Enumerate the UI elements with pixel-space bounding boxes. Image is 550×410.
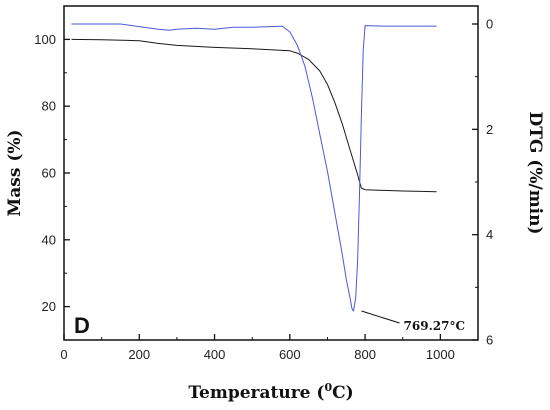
x-axis-title-sup: 0 [324,381,332,394]
y-axis-left: 20 40 60 80 100 [34,5,70,341]
y-axis-right: 0 2 4 6 [472,17,493,348]
x-tick-label: 400 [204,347,226,362]
y-left-tick-label: 20 [42,299,56,314]
y-right-tick-label: 6 [486,333,493,348]
plot-frame [63,5,479,341]
y-right-tick-label: 0 [486,17,493,32]
x-axis: 0 200 400 600 800 1000 [60,334,455,362]
series-group [71,23,437,312]
y-right-tick-label: 2 [486,122,493,137]
y-left-tick-label: 80 [42,99,56,114]
x-tick-label: 0 [60,347,67,362]
x-axis-title-main: Temperature ( [188,383,324,403]
x-tick-label: 800 [354,347,376,362]
x-tick-label: 600 [279,347,301,362]
mass-curve [71,38,437,193]
panel-label: D [74,313,90,338]
x-tick-label: 1000 [426,347,455,362]
dtg-curve [71,23,437,312]
y-right-tick-label: 4 [486,227,493,242]
y-left-tick-label: 60 [42,166,56,181]
x-axis-title-unit: C) [332,383,354,403]
annotation-leader-line [361,310,400,324]
y-axis-left-title: Mass (%) [5,129,25,216]
peak-annotation: 769.27°C [361,310,465,333]
y-left-tick-label: 100 [34,32,56,47]
x-tick-label: 200 [128,347,150,362]
y-axis-right-title: DTG (%/min) [525,111,545,234]
annotation-label: 769.27°C [404,319,465,333]
x-axis-title: Temperature (0C) [188,381,353,403]
y-left-tick-label: 40 [42,232,56,247]
